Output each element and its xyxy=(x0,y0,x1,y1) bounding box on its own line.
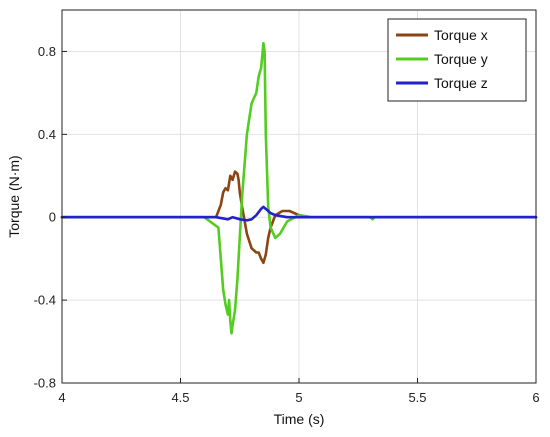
y-tick-label: 0.4 xyxy=(38,127,56,142)
legend-entry-label: Torque y xyxy=(434,51,488,67)
legend-entry-label: Torque z xyxy=(434,75,488,91)
legend: Torque x Torque y Torque z xyxy=(387,18,527,102)
x-tick-label: 6 xyxy=(532,390,539,405)
x-axis-label: Time (s) xyxy=(274,411,325,427)
x-tick-label: 4.5 xyxy=(171,390,189,405)
x-tick-label: 5 xyxy=(295,390,302,405)
y-tick-label: 0 xyxy=(49,210,56,225)
y-tick-label: 0.8 xyxy=(38,44,56,59)
series-lines xyxy=(60,41,538,335)
y-tick-label: -0.8 xyxy=(34,376,56,391)
y-tick-label: -0.4 xyxy=(34,293,56,308)
y-axis-label: Torque (N·m) xyxy=(6,155,22,237)
legend-entry-label: Torque x xyxy=(434,27,488,43)
x-tick-label: 5.5 xyxy=(408,390,426,405)
x-tick-label: 4 xyxy=(58,390,65,405)
series-line-torque-z xyxy=(60,205,538,222)
axis-ticks: 4 4.5 5 5.5 6 -0.8 -0.4 0 0.4 0.8 xyxy=(34,44,540,405)
